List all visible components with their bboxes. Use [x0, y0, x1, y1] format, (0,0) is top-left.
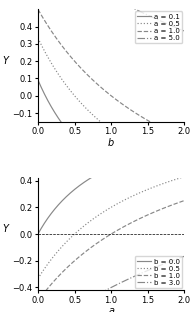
- Line: a = 1.0: a = 1.0: [38, 9, 184, 139]
- b = 3.0: [122, 280, 124, 284]
- b = 0.0: [148, 152, 150, 155]
- Legend: b = 0.0, b = 0.5, b = 1.0, b = 3.0: b = 0.0, b = 0.5, b = 1.0, b = 3.0: [135, 256, 182, 288]
- X-axis label: a: a: [108, 306, 114, 312]
- b = 1.0: [130, 221, 132, 225]
- a = 0.1: [148, 188, 150, 191]
- a = 5.0: [126, 3, 128, 7]
- Line: b = 0.5: b = 0.5: [38, 177, 184, 279]
- a = 5.0: [148, 14, 150, 17]
- a = 1.0: [148, 119, 150, 123]
- a = 0.1: [130, 179, 132, 183]
- b = 0.0: [126, 159, 128, 163]
- a = 5.0: [130, 5, 132, 9]
- a = 0.1: [37, 78, 39, 82]
- a = 0.5: [183, 168, 185, 172]
- Line: b = 3.0: b = 3.0: [38, 256, 184, 312]
- a = 1.0: [37, 7, 39, 11]
- a = 0.1: [183, 200, 185, 203]
- b = 0.5: [46, 263, 48, 267]
- b = 0.5: [183, 175, 185, 178]
- a = 1.0: [183, 137, 185, 141]
- a = 0.5: [148, 152, 150, 156]
- b = 1.0: [37, 299, 39, 303]
- a = 0.1: [126, 177, 128, 181]
- Line: a = 5.0: a = 5.0: [38, 0, 184, 31]
- a = 1.0: [46, 22, 48, 26]
- Legend: a = 0.1, a = 0.5, a = 1.0, a = 5.0: a = 0.1, a = 0.5, a = 1.0, a = 5.0: [135, 12, 182, 43]
- b = 1.0: [126, 223, 128, 227]
- b = 0.0: [46, 217, 48, 221]
- a = 0.1: [163, 193, 165, 197]
- a = 0.1: [122, 175, 124, 179]
- b = 1.0: [183, 199, 185, 202]
- b = 0.5: [130, 195, 132, 198]
- b = 3.0: [126, 278, 128, 282]
- a = 1.0: [130, 108, 132, 112]
- b = 3.0: [130, 276, 132, 280]
- b = 3.0: [183, 254, 185, 258]
- a = 5.0: [163, 21, 165, 24]
- a = 0.5: [46, 54, 48, 57]
- b = 0.0: [37, 232, 39, 236]
- a = 1.0: [163, 127, 165, 131]
- b = 1.0: [148, 212, 150, 216]
- X-axis label: b: b: [108, 138, 114, 148]
- a = 0.5: [126, 139, 128, 143]
- b = 0.5: [122, 199, 124, 202]
- b = 3.0: [163, 262, 165, 266]
- a = 0.5: [163, 159, 165, 163]
- a = 0.1: [46, 97, 48, 101]
- b = 0.0: [183, 143, 185, 147]
- b = 1.0: [122, 225, 124, 229]
- b = 0.5: [37, 277, 39, 280]
- b = 0.0: [122, 160, 124, 164]
- b = 3.0: [148, 268, 150, 272]
- a = 5.0: [122, 1, 124, 5]
- a = 0.5: [122, 137, 124, 141]
- b = 0.5: [148, 187, 150, 191]
- a = 0.5: [130, 142, 132, 146]
- a = 0.5: [37, 36, 39, 40]
- Line: b = 0.0: b = 0.0: [38, 145, 184, 234]
- b = 0.5: [126, 197, 128, 201]
- b = 0.0: [163, 148, 165, 151]
- a = 1.0: [126, 105, 128, 109]
- Y-axis label: Y: Y: [2, 224, 8, 234]
- b = 0.0: [130, 157, 132, 161]
- Line: b = 1.0: b = 1.0: [38, 201, 184, 301]
- b = 1.0: [46, 287, 48, 291]
- a = 5.0: [183, 29, 185, 33]
- Line: a = 0.1: a = 0.1: [38, 80, 184, 202]
- b = 1.0: [163, 206, 165, 210]
- a = 1.0: [122, 103, 124, 106]
- Y-axis label: Y: Y: [2, 56, 8, 66]
- Line: a = 0.5: a = 0.5: [38, 38, 184, 170]
- b = 0.5: [163, 181, 165, 185]
